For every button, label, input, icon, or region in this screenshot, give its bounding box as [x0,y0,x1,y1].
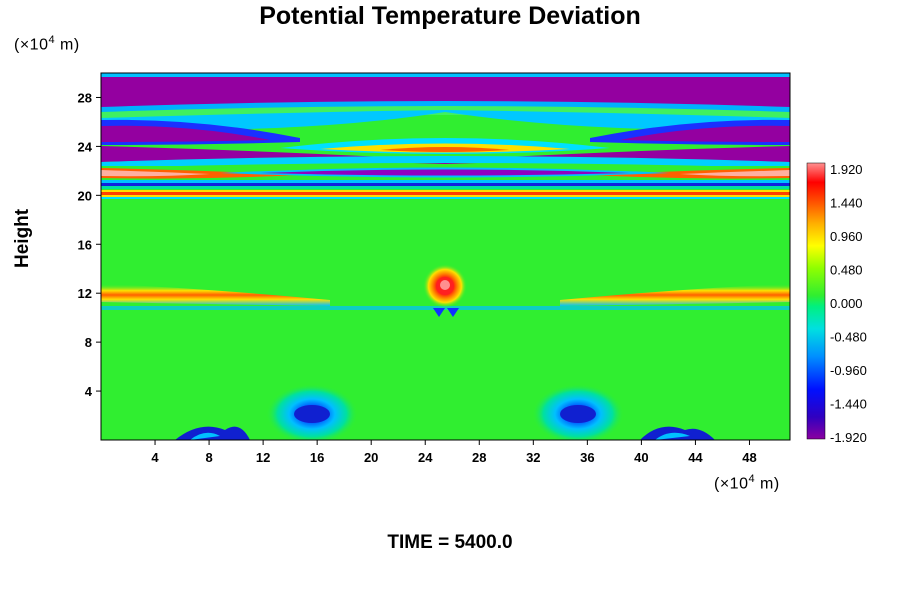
colorbar-label: 0.960 [830,229,863,244]
colorbar-label: -0.480 [830,330,867,345]
colorbar-label: -1.920 [830,430,867,445]
y-axis-ticks: 4 8 12 16 20 24 28 [78,90,101,399]
x-tick-label: 36 [580,450,594,465]
colorbar-label: 1.920 [830,162,863,177]
x-tick-label: 32 [526,450,540,465]
x-axis-ticks: 4 8 12 16 20 24 28 32 36 40 44 48 [151,440,757,465]
colorbar-label: -0.960 [830,363,867,378]
colorbar-label: -1.440 [830,397,867,412]
y-tick-label: 20 [78,188,92,203]
y-tick-label: 4 [85,384,93,399]
colorbar-label: 1.440 [830,196,863,211]
y-axis-unit: (×104 m) [14,34,80,54]
chart-title: Potential Temperature Deviation [259,2,641,30]
time-label: TIME = 5400.0 [387,532,513,553]
x-tick-label: 48 [742,450,756,465]
y-tick-label: 12 [78,286,92,301]
colorbar-label: 0.480 [830,263,863,278]
colorbar [806,162,826,440]
heatmap-field [101,73,790,440]
x-tick-label: 8 [205,450,212,465]
x-axis-unit: (×104 m) [714,473,780,493]
y-tick-label: 8 [85,335,92,350]
colorbar-ticks: 1.920 1.440 0.960 0.480 0.000 -0.480 -0.960 -1.… [830,162,867,445]
x-tick-label: 16 [310,450,324,465]
y-tick-label: 28 [78,90,92,105]
x-tick-label: 24 [418,450,433,465]
plot-frame [100,72,791,441]
y-tick-label: 24 [78,139,93,154]
x-tick-label: 40 [634,450,648,465]
x-tick-label: 44 [688,450,703,465]
x-tick-label: 4 [151,450,159,465]
y-tick-label: 16 [78,237,92,252]
x-tick-label: 28 [472,450,486,465]
x-tick-label: 20 [364,450,378,465]
x-tick-label: 12 [256,450,270,465]
colorbar-label: 0.000 [830,296,863,311]
